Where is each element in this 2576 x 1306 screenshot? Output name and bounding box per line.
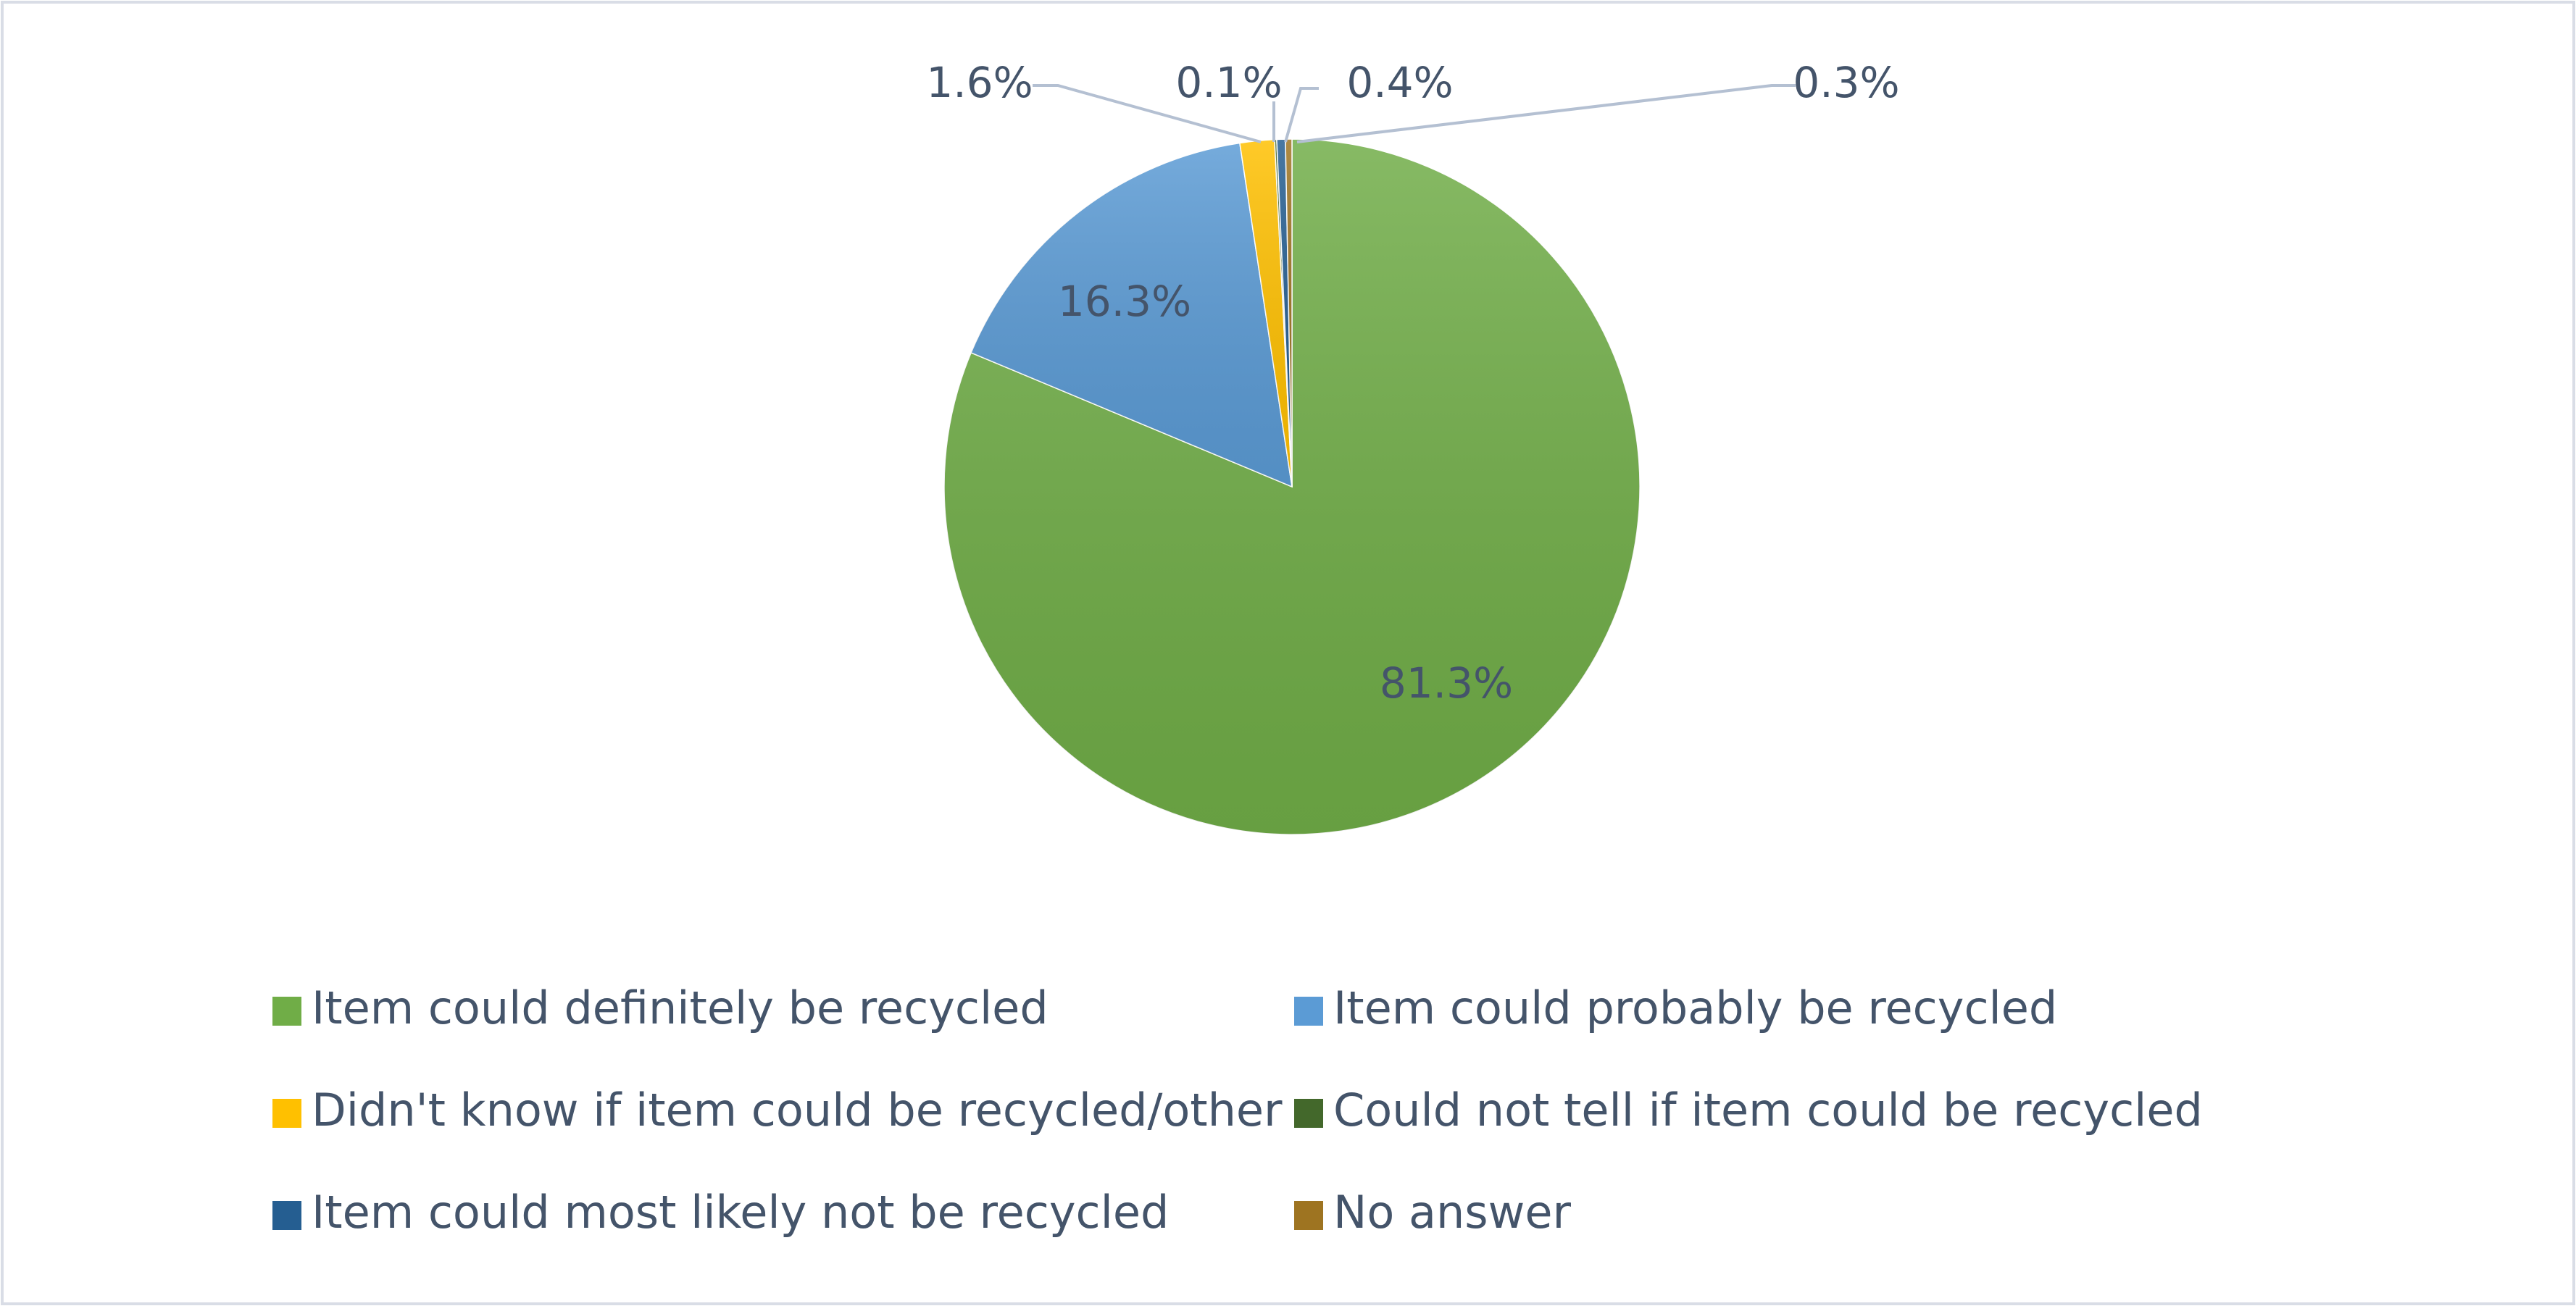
data-labels: 81.3% 16.3% 1.6% 0.1% 0.4% 0.3% bbox=[926, 58, 1899, 708]
data-label-could-not-tell-if-item-could-be-recycled: 0.1% bbox=[1175, 58, 1282, 107]
legend-item-no-answer: No answer bbox=[1294, 1186, 1571, 1239]
legend-swatch-could-not-tell-if-item-could-be-recycled bbox=[1294, 1099, 1323, 1128]
leader-line-item-could-most-likely-not-be-recycled bbox=[1284, 87, 1319, 143]
data-label-didn-t-know-if-item-could-be-recycled-other: 1.6% bbox=[926, 58, 1033, 107]
legend-item-item-could-most-likely-not-be-recycled: Item could most likely not be recycled bbox=[272, 1186, 1169, 1239]
data-label-item-could-probably-be-recycled: 16.3% bbox=[1058, 277, 1191, 326]
data-label-item-could-definitely-be-recycled: 81.3% bbox=[1380, 658, 1513, 708]
legend-label-didn-t-know-if-item-could-be-recycled-other: Didn't know if item could be recycled/ot… bbox=[312, 1084, 1283, 1137]
legend-swatch-no-answer bbox=[1294, 1201, 1323, 1230]
pie-slice-item-could-probably-be-recycled-shade bbox=[971, 143, 1292, 487]
pie-slice-could-not-tell-if-item-could-be-recycled-shade bbox=[1274, 139, 1292, 487]
legend-item-item-could-probably-be-recycled: Item could probably be recycled bbox=[1294, 981, 2057, 1034]
legend-item-didn-t-know-if-item-could-be-recycled-other: Didn't know if item could be recycled/ot… bbox=[272, 1084, 1283, 1137]
data-label-no-answer: 0.3% bbox=[1793, 58, 1899, 107]
leader-line-no-answer bbox=[1296, 84, 1796, 143]
legend-swatch-item-could-definitely-be-recycled bbox=[272, 997, 301, 1026]
leader-line-didn-t-know-if-item-could-be-recycled-other bbox=[1033, 84, 1262, 143]
legend-swatch-item-could-probably-be-recycled bbox=[1294, 997, 1323, 1026]
legend-label-could-not-tell-if-item-could-be-recycled: Could not tell if item could be recycled bbox=[1333, 1084, 2203, 1137]
leader-lines bbox=[1033, 84, 1796, 143]
pie-slice-didn-t-know-if-item-could-be-recycled-other-shade bbox=[1239, 139, 1292, 487]
legend-label-item-could-most-likely-not-be-recycled: Item could most likely not be recycled bbox=[312, 1186, 1169, 1239]
data-label-item-could-most-likely-not-be-recycled: 0.4% bbox=[1346, 58, 1453, 107]
legend-label-item-could-probably-be-recycled: Item could probably be recycled bbox=[1333, 981, 2057, 1034]
legend-swatch-didn-t-know-if-item-could-be-recycled-other bbox=[272, 1099, 301, 1128]
legend-label-no-answer: No answer bbox=[1333, 1186, 1571, 1239]
legend-item-item-could-definitely-be-recycled: Item could definitely be recycled bbox=[272, 981, 1049, 1034]
pie-slice-item-could-most-likely-not-be-recycled-shade bbox=[1276, 139, 1292, 487]
legend-label-item-could-definitely-be-recycled: Item could definitely be recycled bbox=[312, 981, 1049, 1034]
pie-slices bbox=[943, 138, 1641, 835]
legend-item-could-not-tell-if-item-could-be-recycled: Could not tell if item could be recycled bbox=[1294, 1084, 2203, 1137]
legend-swatch-item-could-most-likely-not-be-recycled bbox=[272, 1201, 301, 1230]
pie-slice-no-answer-shade bbox=[1285, 139, 1292, 487]
legend: Item could definitely be recycled Item co… bbox=[272, 981, 2203, 1239]
